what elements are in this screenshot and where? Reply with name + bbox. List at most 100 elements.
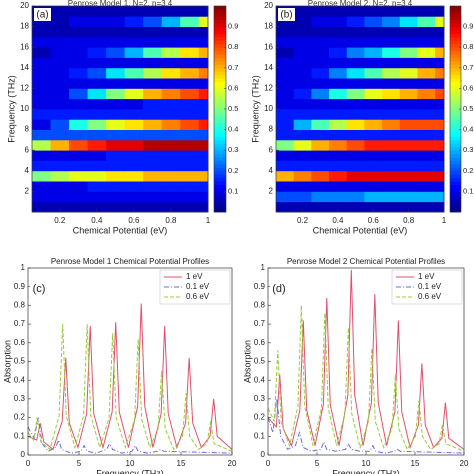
y-tick-label: 20 [264, 1, 273, 10]
heatmap-cell [69, 129, 88, 141]
colorbar-slice [450, 139, 461, 144]
heatmap-cell [293, 16, 312, 27]
heatmap-cell [329, 170, 348, 182]
heatmap-cell [124, 170, 144, 182]
heatmap-cell [293, 150, 312, 161]
colorbar-slice [450, 184, 461, 189]
heatmap-cell [124, 160, 144, 172]
heatmap-cell [382, 181, 401, 192]
heatmap-cell [364, 26, 383, 38]
heatmap-cell [143, 181, 163, 192]
heatmap-cell [293, 139, 312, 151]
x-tick-label: 0.2 [297, 216, 309, 225]
heatmap-cell [198, 109, 209, 120]
heatmap-cell [346, 47, 365, 58]
heatmap-cell [87, 191, 107, 203]
heatmap-cell [161, 6, 181, 17]
heatmap-cell [106, 109, 126, 120]
heatmap-cell [32, 78, 51, 89]
heatmap-cell [382, 57, 401, 69]
colorbar-slice [450, 40, 461, 45]
colorbar-slice [450, 157, 461, 161]
heatmap-cell [69, 88, 88, 100]
heatmap-cell [276, 88, 295, 100]
heatmap-cell [32, 181, 51, 192]
colorbar-slice [450, 102, 461, 106]
colorbar-slice [214, 184, 226, 189]
heatmap-cell [364, 150, 383, 161]
colorbar-slice [214, 160, 226, 165]
heatmap-cell [87, 119, 107, 130]
heatmap-cell [198, 36, 209, 48]
colorbar-tick-label: 0.1 [463, 186, 473, 195]
heatmap-cell [50, 98, 70, 110]
y-tick-label: 1 [21, 263, 26, 272]
heatmap-cell [364, 119, 383, 130]
heatmap-cell [346, 181, 365, 192]
legend-label: 1 eV [418, 272, 435, 281]
y-tick-label: 0.7 [14, 319, 26, 328]
heatmap-cell [87, 201, 107, 213]
colorbar-slice [214, 81, 226, 86]
heatmap-cell [198, 119, 209, 130]
heatmap-cell [276, 160, 295, 172]
heatmap-cell [143, 16, 163, 27]
colorbar-slice [214, 50, 226, 55]
colorbar-slice [214, 174, 226, 179]
heatmap-cell [329, 57, 348, 69]
heatmap-cell [276, 150, 295, 161]
heatmap-cell [161, 78, 181, 89]
heatmap-cell [382, 36, 401, 48]
heatmap-cell [276, 47, 295, 58]
colorbar-slice [214, 91, 226, 96]
heatmap-cell [50, 150, 70, 161]
heatmap-cell [161, 150, 181, 161]
x-tick-label: 20 [460, 459, 469, 468]
heatmap-cell [143, 47, 163, 58]
heatmap-cell [311, 160, 330, 172]
heatmap-cell [435, 26, 445, 38]
y-tick-label: 2 [269, 187, 274, 196]
heatmap-cell [364, 139, 383, 151]
heatmap-cell [124, 201, 144, 213]
heatmap-cell [106, 139, 126, 151]
heatmap-cell [198, 16, 209, 27]
colorbar-slice [214, 33, 226, 38]
heatmap-cell [417, 139, 436, 151]
heatmap-cell [417, 160, 436, 172]
colorbar-slice [450, 19, 461, 24]
heatmap-cell [435, 119, 445, 130]
heatmap-cell [198, 26, 209, 38]
y-tick-label: 16 [264, 42, 273, 51]
colorbar-slice [450, 12, 461, 17]
heatmap-cell [293, 36, 312, 48]
colorbar-slice [450, 84, 461, 89]
heatmap-cell [161, 98, 181, 110]
heatmap-cell [161, 88, 181, 100]
heatmap-cell [329, 160, 348, 172]
y-tick-label: 8 [25, 125, 30, 134]
heatmap-cell [161, 57, 181, 69]
heatmap-cell [87, 26, 107, 38]
heatmap-cell [161, 47, 181, 58]
colorbar-slice [450, 191, 461, 196]
heatmap-cell [180, 170, 200, 182]
heatmap-cell [435, 150, 445, 161]
heatmap-cell [106, 57, 126, 69]
colorbar-tick-label: 0.6 [463, 83, 473, 92]
heatmap-cell [382, 109, 401, 120]
heatmap-cell [106, 129, 126, 141]
heatmap-cell [87, 78, 107, 89]
heatmap-cell [293, 119, 312, 130]
heatmap-cell [180, 109, 200, 120]
heatmap-cell [293, 67, 312, 79]
heatmap-cell [106, 16, 126, 27]
colorbar-slice [214, 95, 226, 100]
y-tick-label: 8 [269, 125, 274, 134]
heatmap-cell [435, 181, 445, 192]
panel-title: Penrose Model 2, N=2, n=3.4 [308, 0, 413, 8]
heatmap-cell [198, 201, 209, 213]
heatmap-cell [293, 98, 312, 110]
heatmap-cell [32, 119, 51, 130]
y-tick-label: 14 [20, 63, 29, 72]
